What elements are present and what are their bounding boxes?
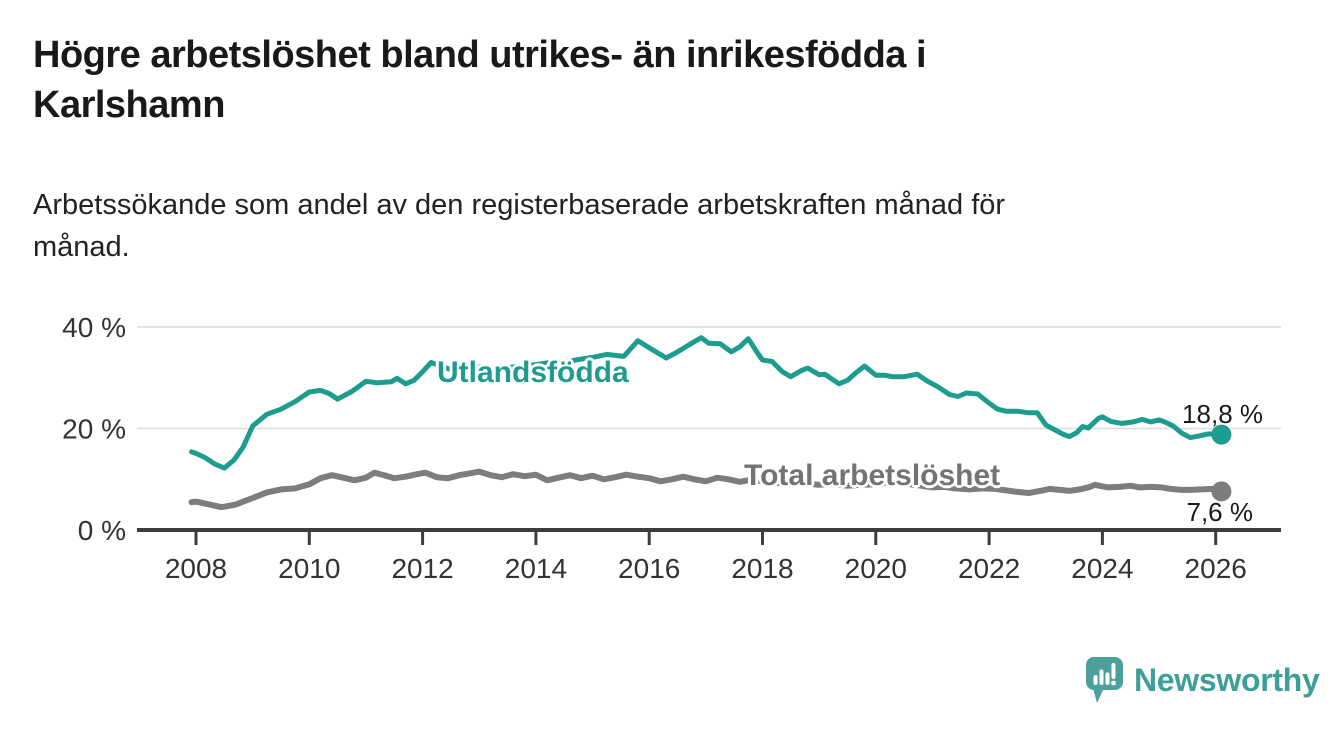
x-tick-label: 2022 [958,553,1020,584]
x-tick-label: 2016 [618,553,680,584]
x-tick-label: 2020 [845,553,907,584]
x-tick-label: 2018 [731,553,793,584]
x-tick-label: 2010 [278,553,340,584]
title-line-2: Karlshamn [33,84,225,126]
x-tick-label: 2008 [165,553,227,584]
series-label-utlandsfodda: Utlandsfödda [437,356,629,389]
newsworthy-speech-bubble-icon [1086,656,1123,703]
page-title: Högre arbetslöshet bland utrikes- än inr… [33,30,1253,130]
series-end-dot-1 [1211,481,1232,502]
x-tick-label: 2026 [1185,553,1247,584]
y-tick-label: 0 % [78,515,126,546]
y-tick-label: 40 % [62,312,126,343]
chart-subtitle: Arbetssökande som andel av den registerb… [33,184,1253,268]
x-tick-label: 2024 [1071,553,1133,584]
title-line-1: Högre arbetslöshet bland utrikes- än inr… [33,34,927,76]
end-value-label-utlandsfodda: 18,8 % [1182,399,1263,429]
subtitle-line-2: månad. [33,231,130,263]
series-line-1 [188,468,1225,511]
newsworthy-logo-text: Newsworthy [1134,662,1320,698]
newsworthy-logo: Newsworthy [1086,656,1320,705]
x-tick-label: 2014 [505,553,567,584]
y-tick-label: 20 % [62,414,126,445]
series-end-dot-0 [1211,424,1232,445]
subtitle-line-1: Arbetssökande som andel av den registerb… [33,189,1006,221]
series-label-total-arbetsloshet: Total arbetslöshet [744,459,1001,492]
end-value-label-total: 7,6 % [1186,497,1254,527]
series-line-0 [189,335,1224,471]
x-tick-label: 2012 [391,553,453,584]
